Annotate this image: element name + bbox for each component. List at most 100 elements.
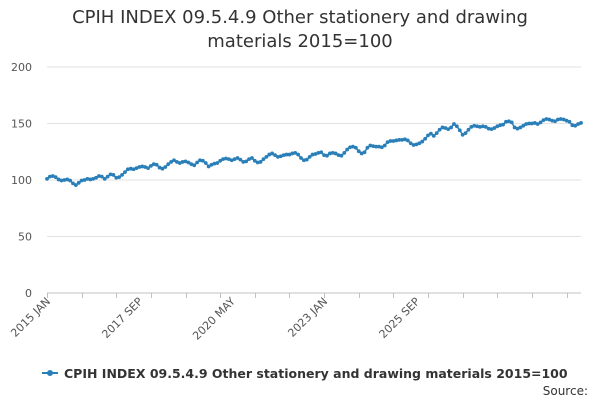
data-point <box>56 177 61 182</box>
data-point <box>440 125 445 130</box>
data-point <box>99 174 104 179</box>
data-point <box>512 125 517 130</box>
data-point <box>232 157 237 161</box>
data-point <box>564 118 569 123</box>
data-point <box>215 161 220 165</box>
data-point <box>102 176 107 181</box>
data-point <box>169 160 174 164</box>
data-point <box>483 124 488 129</box>
data-point <box>166 162 171 167</box>
data-point <box>437 127 442 132</box>
data-point <box>316 150 321 155</box>
data-point <box>97 174 101 178</box>
chart-title-line-1: CPIH INDEX 09.5.4.9 Other stationery and… <box>72 7 528 28</box>
data-point <box>304 157 309 162</box>
data-point <box>276 154 280 159</box>
data-point <box>120 173 124 177</box>
data-point <box>449 125 454 130</box>
data-point <box>325 153 329 158</box>
data-point <box>293 150 298 155</box>
data-point <box>489 127 494 132</box>
data-point <box>509 120 514 125</box>
data-point <box>521 123 526 128</box>
data-point <box>573 123 578 128</box>
data-point <box>273 153 277 158</box>
data-point <box>374 144 378 149</box>
data-point <box>495 124 500 129</box>
data-point <box>463 131 468 136</box>
data-point <box>76 180 81 185</box>
data-point <box>382 143 387 148</box>
data-point <box>518 125 523 130</box>
data-point <box>579 121 583 125</box>
data-point <box>85 176 90 181</box>
data-point <box>342 150 347 155</box>
data-point <box>535 122 540 126</box>
data-point <box>391 139 396 143</box>
data-point <box>270 151 275 156</box>
data-point <box>47 174 52 179</box>
data-point <box>394 138 399 143</box>
y-tick-label: 50 <box>18 231 32 244</box>
data-point <box>258 160 263 164</box>
y-tick-label: 150 <box>11 118 32 131</box>
data-point <box>296 152 301 157</box>
x-tick-label: 2020 MAY <box>190 295 238 343</box>
data-point <box>527 121 531 126</box>
data-point <box>218 158 223 163</box>
data-point <box>333 151 338 156</box>
data-point <box>348 145 352 150</box>
data-point <box>278 154 283 159</box>
data-point <box>209 162 214 167</box>
data-point <box>371 144 376 149</box>
data-point <box>576 122 581 126</box>
data-point <box>281 153 286 158</box>
data-point <box>541 118 546 123</box>
legend[interactable]: CPIH INDEX 09.5.4.9 Other stationery and… <box>42 364 568 382</box>
data-point <box>553 119 557 124</box>
data-point <box>319 150 324 155</box>
data-point <box>177 161 182 165</box>
data-point <box>284 152 289 157</box>
data-point <box>475 124 479 129</box>
data-point <box>71 181 75 186</box>
data-point <box>486 126 491 131</box>
data-point <box>452 122 456 126</box>
data-point <box>466 127 471 132</box>
data-point <box>446 127 451 132</box>
data-point <box>345 147 350 152</box>
data-point <box>417 141 422 146</box>
data-point <box>472 123 477 128</box>
data-point <box>302 158 306 163</box>
data-point <box>322 153 326 158</box>
chart-title: CPIH INDEX 09.5.4.9 Other stationery and… <box>0 6 600 54</box>
data-point <box>385 140 390 145</box>
data-point <box>198 158 202 163</box>
legend-series-label: CPIH INDEX 09.5.4.9 Other stationery and… <box>64 365 568 381</box>
data-point <box>423 136 428 141</box>
data-point <box>180 160 185 164</box>
data-point <box>457 128 462 133</box>
data-point <box>241 160 246 164</box>
data-point <box>460 132 465 137</box>
data-point <box>186 160 191 165</box>
data-point <box>414 142 419 147</box>
data-point <box>157 165 162 170</box>
data-point <box>434 131 439 136</box>
data-point <box>408 141 413 146</box>
data-point <box>506 119 511 124</box>
legend-series-marker <box>42 368 58 378</box>
data-point <box>160 166 165 171</box>
data-point <box>403 137 407 142</box>
y-tick-label: 100 <box>11 174 32 187</box>
data-point <box>515 126 520 131</box>
data-point <box>45 176 49 181</box>
data-point <box>567 119 572 124</box>
data-point <box>524 122 529 126</box>
data-point <box>558 117 563 121</box>
data-point <box>469 124 474 129</box>
data-point <box>128 166 133 171</box>
data-point <box>299 156 303 160</box>
y-tick-label: 0 <box>25 287 32 300</box>
